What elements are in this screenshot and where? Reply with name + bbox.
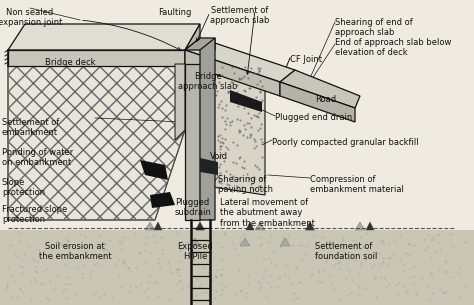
Text: Faulting: Faulting <box>158 8 191 17</box>
Polygon shape <box>200 64 265 195</box>
Text: Non sealed
expansion joint: Non sealed expansion joint <box>0 8 62 27</box>
Polygon shape <box>246 222 254 230</box>
Polygon shape <box>240 238 250 246</box>
Text: Fractured slope
protection: Fractured slope protection <box>2 205 67 224</box>
Polygon shape <box>8 24 200 50</box>
Polygon shape <box>140 160 168 180</box>
Polygon shape <box>280 238 290 246</box>
Polygon shape <box>185 38 215 50</box>
Text: Settlement of
approach slab: Settlement of approach slab <box>210 6 270 25</box>
Text: Plugged
subdrain: Plugged subdrain <box>175 198 212 217</box>
Text: Shearing of end of
approach slab: Shearing of end of approach slab <box>335 18 413 38</box>
Text: Bridge deck: Bridge deck <box>45 58 95 67</box>
Polygon shape <box>305 222 315 230</box>
Polygon shape <box>200 38 215 220</box>
Polygon shape <box>175 64 185 140</box>
Text: Shearing of
paving notch: Shearing of paving notch <box>218 175 273 194</box>
Polygon shape <box>190 238 200 246</box>
Polygon shape <box>255 222 265 230</box>
Polygon shape <box>145 222 155 230</box>
Polygon shape <box>366 222 374 230</box>
Text: Road: Road <box>315 95 336 104</box>
Text: Plugged end drain: Plugged end drain <box>275 113 352 122</box>
Text: Settlement of
foundation soil: Settlement of foundation soil <box>315 242 377 261</box>
Polygon shape <box>8 50 185 66</box>
Text: Settlement of
embankment: Settlement of embankment <box>2 118 59 137</box>
Polygon shape <box>185 38 295 82</box>
Polygon shape <box>185 50 280 96</box>
Polygon shape <box>196 222 204 230</box>
Polygon shape <box>230 90 262 112</box>
Text: Slope
protection: Slope protection <box>2 178 45 197</box>
Text: Compression of
embankment material: Compression of embankment material <box>310 175 404 194</box>
Polygon shape <box>280 70 360 108</box>
Polygon shape <box>280 82 355 122</box>
Polygon shape <box>200 158 218 175</box>
Text: Ponding of water
on embankment: Ponding of water on embankment <box>2 148 73 167</box>
Text: Exposed
H-Pile: Exposed H-Pile <box>177 242 213 261</box>
Text: Lateral movement of
the abutment away
from the embankment: Lateral movement of the abutment away fr… <box>220 198 315 228</box>
Polygon shape <box>185 64 200 220</box>
Text: Soil erosion at
the embankment: Soil erosion at the embankment <box>39 242 111 261</box>
Text: Void: Void <box>210 152 228 161</box>
Polygon shape <box>150 192 175 208</box>
Polygon shape <box>8 64 185 220</box>
Polygon shape <box>306 222 314 230</box>
Polygon shape <box>355 222 365 230</box>
Text: Poorly compacted granular backfill: Poorly compacted granular backfill <box>272 138 419 147</box>
Text: CF Joint: CF Joint <box>290 55 322 64</box>
Polygon shape <box>185 24 200 66</box>
Polygon shape <box>0 230 474 305</box>
Text: End of approach slab below
elevation of deck: End of approach slab below elevation of … <box>335 38 451 57</box>
Polygon shape <box>154 222 162 230</box>
Text: Bridge
approach slab: Bridge approach slab <box>178 72 237 91</box>
Polygon shape <box>195 222 205 230</box>
